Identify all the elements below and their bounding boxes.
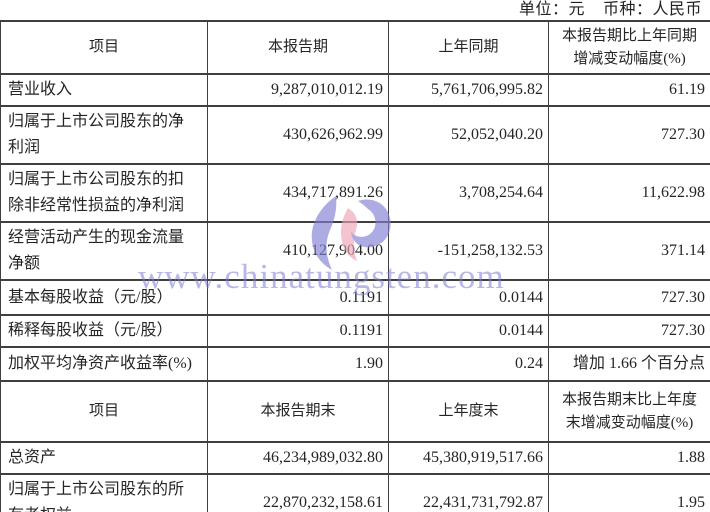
table1-header-row: 项目 本报告期 上年同期 本报告期比上年同期增减变动幅度(%) — [0, 20, 710, 75]
column-header-period-end: 本报告期末 — [207, 380, 389, 443]
value-cell: -151,258,132.53 — [388, 221, 549, 281]
value-cell: 371.14 — [548, 221, 710, 281]
value-cell: 0.1191 — [207, 314, 389, 348]
table-row: 稀释每股收益（元/股） 0.1191 0.0144 727.30 — [0, 314, 710, 348]
value-cell: 1.88 — [548, 441, 710, 475]
value-cell: 22,431,731,792.87 — [388, 473, 549, 512]
column-header-prior-year-end: 上年度末 — [388, 380, 549, 443]
currency-label: 币种：人民币 — [602, 1, 702, 18]
table-row: 营业收入 9,287,010,012.19 5,761,706,995.82 6… — [0, 73, 710, 107]
row-label: 稀释每股收益（元/股） — [0, 314, 208, 348]
value-cell: 9,287,010,012.19 — [207, 73, 389, 107]
value-cell: 430,626,962.99 — [207, 105, 389, 165]
value-cell: 22,870,232,158.61 — [207, 473, 389, 512]
value-cell: 46,234,989,032.80 — [207, 441, 389, 475]
table2-header-row: 项目 本报告期末 上年度末 本报告期末比上年度末增减变动幅度(%) — [0, 380, 710, 443]
value-cell: 0.0144 — [388, 314, 549, 348]
table-row: 基本每股收益（元/股） 0.1191 0.0144 727.30 — [0, 279, 710, 316]
table-row: 归属于上市公司股东的净利润 430,626,962.99 52,052,040.… — [0, 105, 710, 165]
column-header-item: 项目 — [0, 20, 208, 75]
table-row: 归属于上市公司股东的扣除非经常性损益的净利润 434,717,891.26 3,… — [0, 163, 710, 223]
row-label: 营业收入 — [0, 73, 208, 107]
value-cell: 45,380,919,517.66 — [388, 441, 549, 475]
table-row: 总资产 46,234,989,032.80 45,380,919,517.66 … — [0, 441, 710, 475]
row-label: 基本每股收益（元/股） — [0, 279, 208, 316]
column-header-current-period: 本报告期 — [207, 20, 389, 75]
value-cell: 434,717,891.26 — [207, 163, 389, 223]
value-cell: 727.30 — [548, 279, 710, 316]
row-label: 归属于上市公司股东的净利润 — [0, 105, 208, 165]
table-row: 经营活动产生的现金流量净额 410,127,904.00 -151,258,13… — [0, 221, 710, 281]
value-cell: 1.95 — [548, 473, 710, 512]
value-cell: 727.30 — [548, 105, 710, 165]
value-cell: 0.24 — [388, 346, 549, 382]
value-cell: 61.19 — [548, 73, 710, 107]
row-label: 加权平均净资产收益率(%) — [0, 346, 208, 382]
column-header-item: 项目 — [0, 380, 208, 443]
value-cell: 5,761,706,995.82 — [388, 73, 549, 107]
value-cell: 727.30 — [548, 314, 710, 348]
row-label: 经营活动产生的现金流量净额 — [0, 221, 208, 281]
unit-caption: 单位：元 币种：人民币 — [0, 0, 702, 20]
unit-label: 单位：元 — [518, 1, 585, 18]
row-label: 总资产 — [0, 441, 208, 475]
table-row: 归属于上市公司股东的所有者权益 22,870,232,158.61 22,431… — [0, 473, 710, 512]
financial-summary-table: 项目 本报告期 上年同期 本报告期比上年同期增减变动幅度(%) 营业收入 9,2… — [0, 20, 710, 512]
value-cell: 0.1191 — [207, 279, 389, 316]
row-label: 归属于上市公司股东的扣除非经常性损益的净利润 — [0, 163, 208, 223]
row-label: 归属于上市公司股东的所有者权益 — [0, 473, 208, 512]
value-cell: 0.0144 — [388, 279, 549, 316]
value-cell: 52,052,040.20 — [388, 105, 549, 165]
value-cell: 1.90 — [207, 346, 389, 382]
column-header-prior-period: 上年同期 — [388, 20, 549, 75]
value-cell: 3,708,254.64 — [388, 163, 549, 223]
value-cell: 410,127,904.00 — [207, 221, 389, 281]
value-cell: 11,622.98 — [548, 163, 710, 223]
table-row: 加权平均净资产收益率(%) 1.90 0.24 增加 1.66 个百分点 — [0, 346, 710, 382]
value-cell: 增加 1.66 个百分点 — [548, 346, 710, 382]
column-header-change: 本报告期末比上年度末增减变动幅度(%) — [548, 380, 710, 443]
column-header-change: 本报告期比上年同期增减变动幅度(%) — [548, 20, 710, 75]
